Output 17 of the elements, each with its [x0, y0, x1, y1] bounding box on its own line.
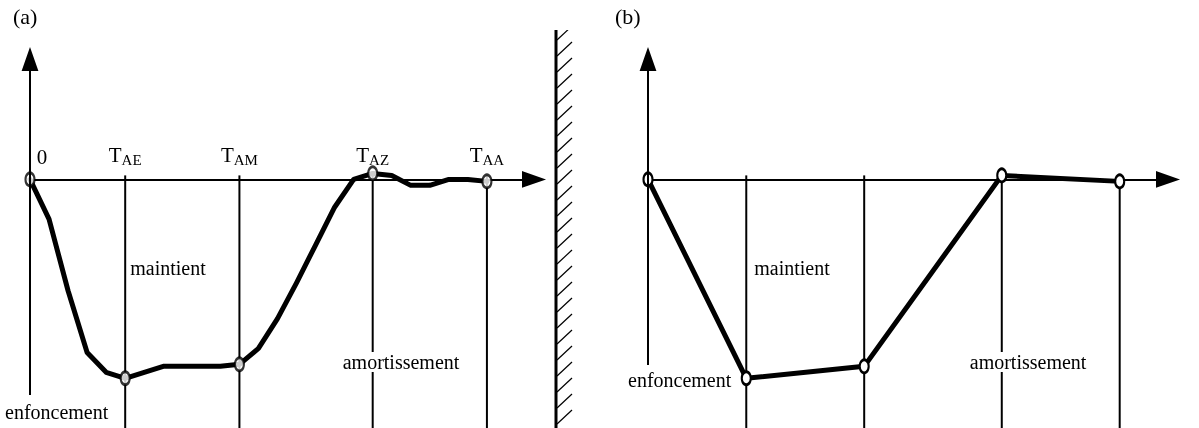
annotation: amortissement	[342, 351, 460, 373]
point	[740, 370, 753, 387]
annotation: maintient	[130, 257, 207, 279]
x-tick-label: 0	[36, 144, 48, 169]
chart-title: (b)	[615, 3, 641, 29]
point	[119, 370, 131, 387]
text: enfoncement	[5, 401, 109, 423]
chart-title: (a)	[13, 3, 38, 29]
point	[996, 167, 1008, 184]
annotation: enfoncement	[628, 369, 732, 391]
point	[366, 165, 379, 182]
annotation: maintient	[754, 257, 831, 279]
annotation: amortissement	[969, 351, 1087, 373]
point	[858, 358, 870, 375]
point	[1113, 173, 1126, 190]
point	[481, 173, 493, 190]
point	[233, 356, 246, 373]
